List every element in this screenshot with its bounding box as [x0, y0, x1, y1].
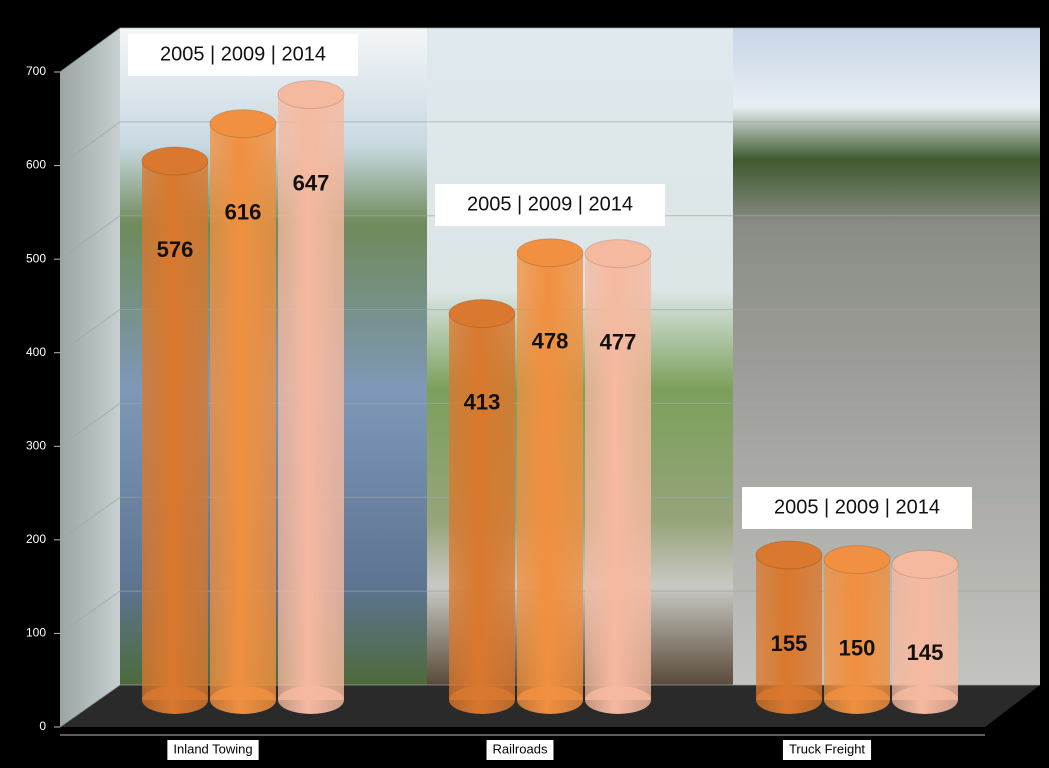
y-tick-label: 0 [39, 719, 46, 733]
x-tick-label: Railroads [493, 741, 548, 756]
cylinder-body [892, 564, 958, 700]
y-tick-label: 600 [26, 158, 46, 172]
value-label: 576 [157, 237, 194, 262]
page: 0 100 200 300 400 500 600 700 576 616 647 2005 | 20… [0, 0, 1049, 768]
side-wall [60, 28, 120, 727]
cylinder-top [210, 110, 276, 138]
y-tick-label: 200 [26, 532, 46, 546]
y-tick-label: 500 [26, 251, 46, 265]
cylinder-top [756, 541, 822, 569]
x-tick-label: Inland Towing [173, 741, 252, 756]
value-label: 413 [464, 389, 501, 414]
annotation: 2005 | 2009 | 2014 [774, 496, 940, 518]
annotation: 2005 | 2009 | 2014 [467, 193, 633, 215]
value-label: 155 [771, 631, 808, 656]
cylinder-body [824, 560, 890, 700]
cylinder-top [142, 147, 208, 175]
cylinder-top [449, 300, 515, 328]
value-label: 477 [600, 329, 637, 354]
cylinder-top [585, 240, 651, 268]
value-label: 145 [907, 640, 944, 665]
cylinder-top [278, 81, 344, 109]
y-tick-label: 300 [26, 438, 46, 452]
cylinder-top [517, 239, 583, 267]
chart: 0 100 200 300 400 500 600 700 576 616 647 2005 | 20… [0, 0, 1049, 768]
cylinder-body [517, 253, 583, 700]
value-label: 478 [532, 329, 569, 354]
cylinder-top [824, 546, 890, 574]
value-label: 150 [839, 635, 876, 660]
x-tick-label: Truck Freight [789, 741, 865, 756]
cylinder-body [449, 314, 515, 700]
y-tick-label: 700 [26, 64, 46, 78]
cylinder-body [756, 555, 822, 700]
value-label: 647 [293, 170, 330, 195]
cylinder-body [585, 254, 651, 700]
annotation: 2005 | 2009 | 2014 [160, 43, 326, 65]
y-tick-label: 400 [26, 345, 46, 359]
cylinder-top [892, 550, 958, 578]
value-label: 616 [225, 199, 262, 224]
y-tick-label: 100 [26, 626, 46, 640]
